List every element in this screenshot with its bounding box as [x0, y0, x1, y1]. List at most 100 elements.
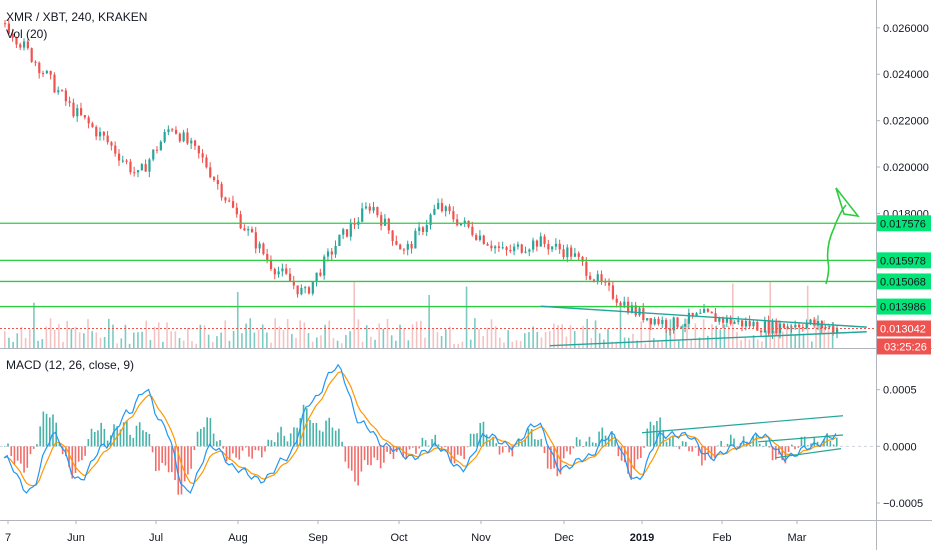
macd-histogram-bar [807, 445, 809, 447]
macd-histogram-bar [710, 446, 713, 459]
candle-body [653, 318, 656, 325]
candle-body [756, 322, 759, 331]
candle-body [30, 48, 33, 62]
macd-histogram-bar [293, 427, 295, 447]
candle-body [136, 170, 140, 173]
macd-histogram-bar [534, 439, 536, 447]
candle-body [516, 244, 520, 247]
candle-body [513, 246, 516, 252]
macd-histogram-bar [26, 446, 29, 468]
candle-body [250, 228, 254, 233]
candle-body [307, 287, 311, 294]
macd-histogram-bar [466, 446, 469, 448]
candle-body [592, 279, 596, 281]
volume-bar [174, 331, 177, 348]
macd-histogram-bar [540, 438, 543, 447]
volume-bar [802, 333, 805, 348]
volume-bar [677, 340, 680, 348]
macd-histogram-bar [774, 446, 777, 460]
candle-body [323, 256, 326, 276]
level-badge [877, 298, 931, 315]
volume-bar [615, 341, 618, 348]
macd-histogram-bar [318, 430, 321, 447]
candle-body [676, 317, 679, 328]
macd-histogram-bar [405, 446, 408, 460]
candle-body [129, 161, 132, 173]
candle-body [425, 225, 428, 232]
countdown-label: 03:25:26 [884, 341, 927, 353]
candle-body [718, 317, 721, 322]
macd-histogram-bar [93, 431, 96, 447]
candle-body [361, 208, 364, 222]
macd-histogram-bar [119, 429, 122, 447]
macd-histogram-bar [431, 439, 433, 447]
candle-body [813, 319, 816, 326]
candle-body [452, 211, 455, 220]
level-label-0.013986: 0.013986 [880, 302, 926, 314]
candle-body [581, 256, 584, 262]
level-badge [877, 273, 931, 290]
macd-histogram-bar [836, 437, 838, 447]
candle-body [528, 249, 531, 252]
signal-line [3, 371, 837, 487]
macd-histogram-bar [521, 442, 523, 447]
volume-bar [548, 331, 551, 348]
volume-bar [132, 332, 135, 348]
candle-body [387, 218, 390, 231]
volume-bar [170, 331, 172, 348]
volume-bar [669, 319, 672, 348]
macd-histogram-bar [546, 446, 549, 469]
volume-bar [582, 325, 584, 348]
macd-histogram-bar [476, 433, 478, 447]
macd-histogram-bar [7, 443, 9, 447]
volume-bar [682, 324, 684, 348]
volume-bar [524, 333, 526, 348]
x-tick-label-sep: Sep [308, 532, 328, 544]
candle-body [554, 243, 558, 247]
volume-bar [390, 335, 393, 348]
volume-bar [590, 338, 593, 348]
candle-body [809, 319, 812, 324]
volume-bar [490, 319, 493, 348]
macd-histogram-bar [283, 435, 286, 447]
macd-histogram-bar [668, 438, 671, 447]
candle-body [801, 326, 805, 328]
macd-histogram-bar [29, 446, 32, 455]
candle-body [49, 71, 52, 75]
volume-bar [357, 319, 360, 348]
macd-histogram-bar [370, 446, 372, 466]
macd-histogram-bar [106, 440, 109, 447]
candle-body [212, 177, 216, 180]
volume-bar [461, 341, 464, 348]
candle-body [26, 41, 29, 49]
candle-body [520, 244, 523, 253]
macd-histogram-bar [52, 414, 54, 447]
macd-histogram-bar [485, 434, 488, 447]
macd-histogram-bar [787, 446, 790, 453]
volume-bar [511, 341, 514, 348]
candle-body [737, 320, 740, 323]
volume-bar [316, 337, 318, 348]
macd-histogram-bar [4, 446, 6, 447]
candle-body [608, 282, 611, 286]
macd-histogram-bar [383, 446, 385, 463]
volume-bar [611, 341, 613, 348]
candle-body [319, 272, 322, 276]
macd-histogram-bar [145, 431, 147, 447]
volume-bar [224, 320, 227, 348]
candle-body [710, 311, 713, 314]
candle-body [649, 318, 653, 325]
macd-histogram-bar [254, 446, 257, 451]
volume-bar [116, 343, 118, 348]
candle-body [334, 245, 337, 255]
volume-bar [702, 319, 705, 348]
volume-bar [756, 339, 759, 348]
candle-body [38, 62, 41, 74]
candle-body [459, 222, 463, 226]
macd-histogram-bar [309, 419, 311, 447]
candle-body [258, 243, 261, 249]
candle-body [273, 269, 276, 275]
volume-bar [503, 342, 505, 348]
